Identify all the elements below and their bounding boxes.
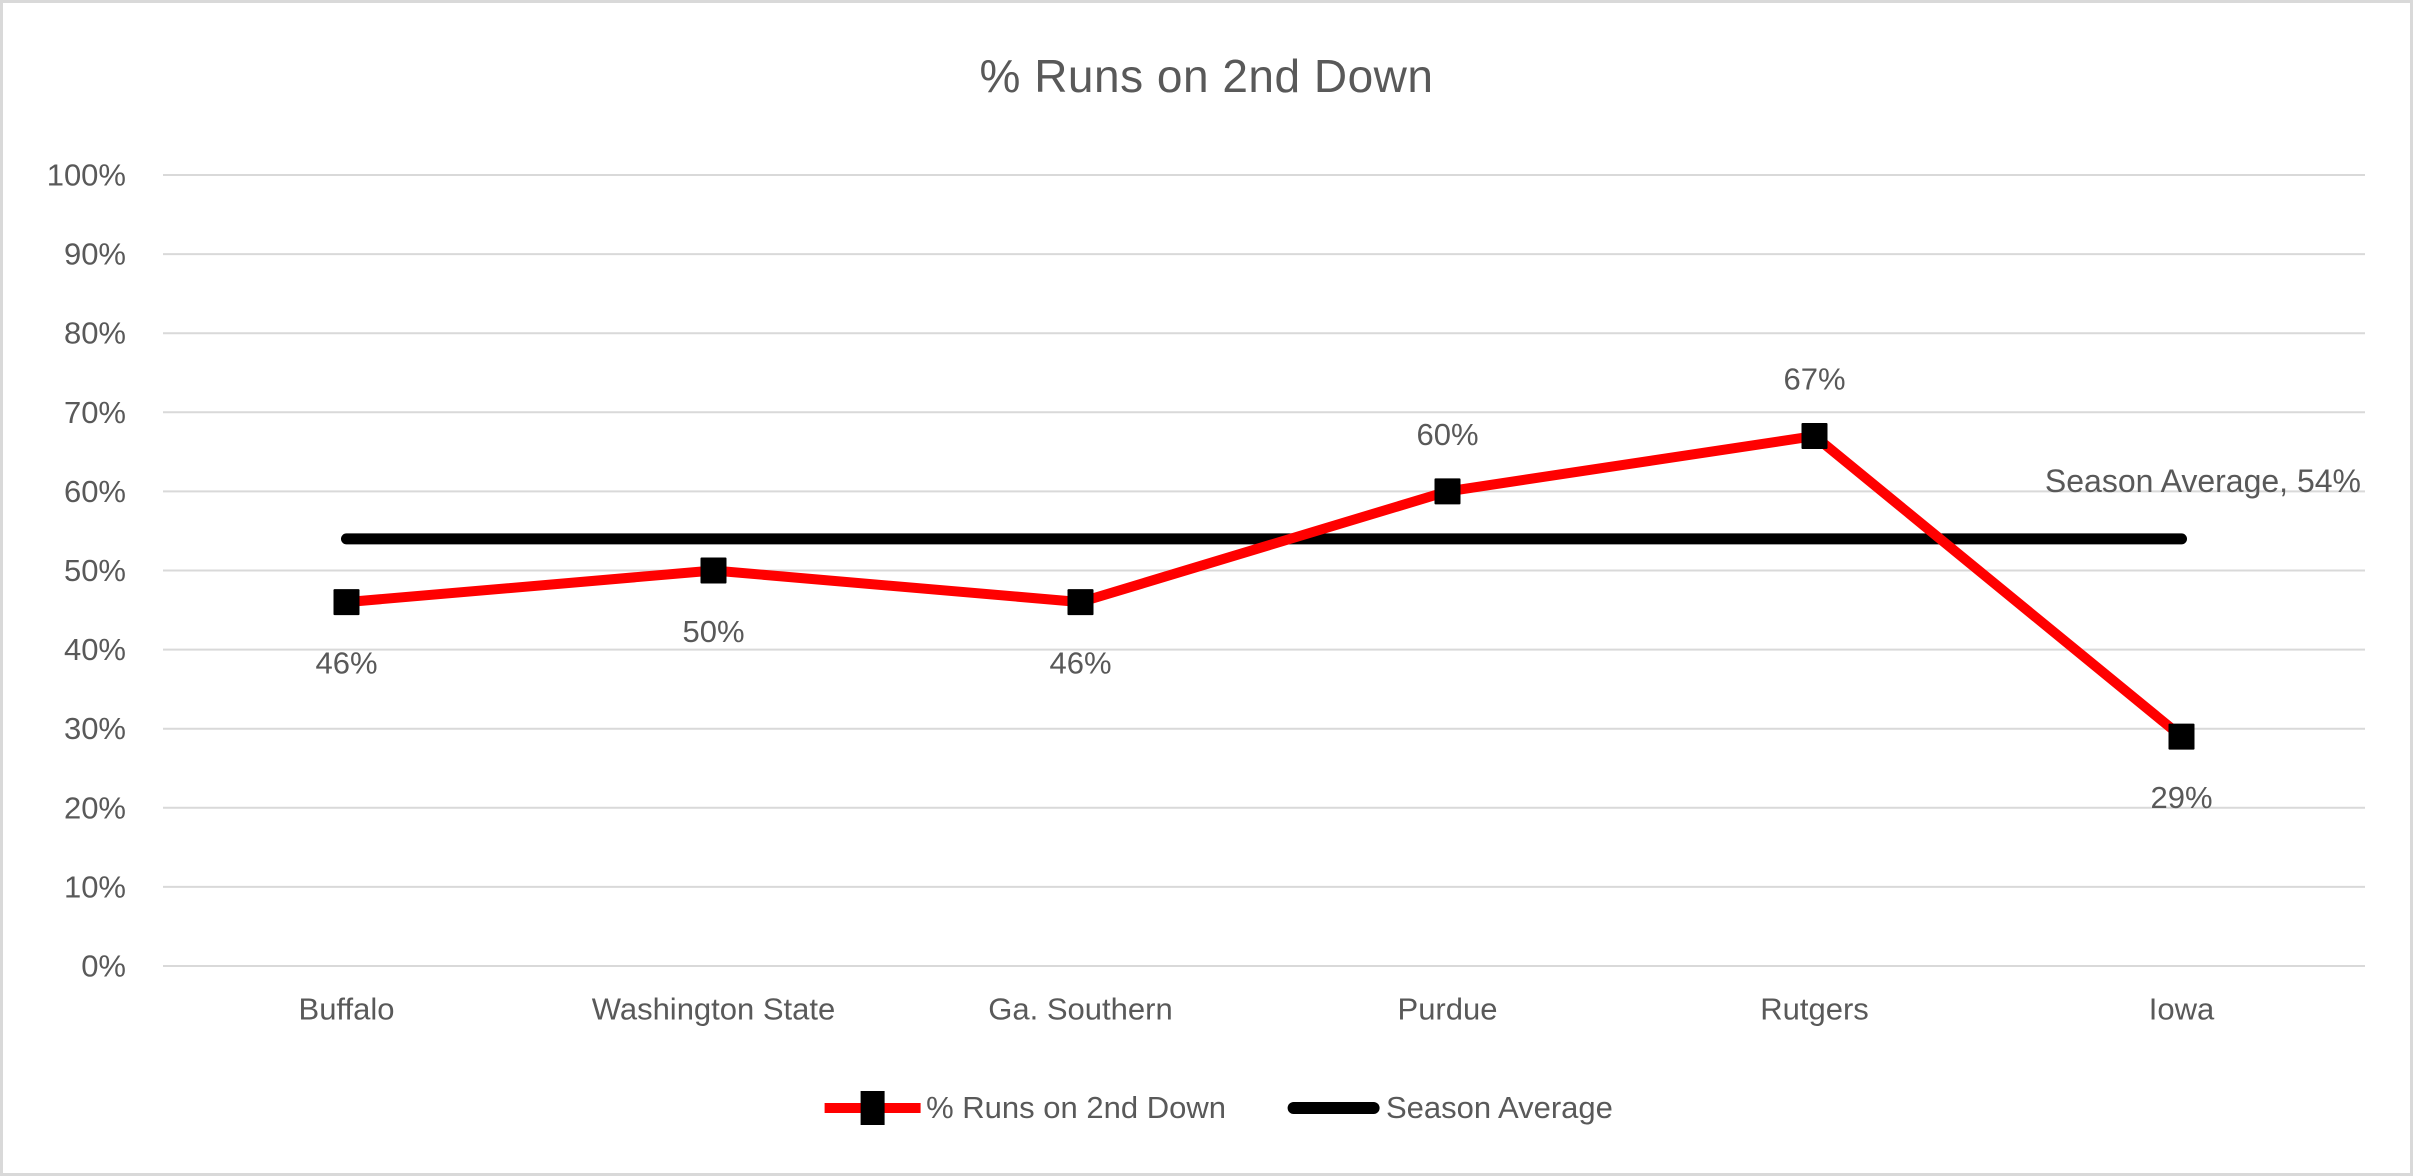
chart-title: % Runs on 2nd Down xyxy=(979,50,1434,102)
y-axis-tick-label: 50% xyxy=(64,553,126,588)
legend-red-line-marker-icon xyxy=(824,1089,921,1127)
data-point-marker[interactable] xyxy=(700,557,727,584)
y-axis-tick-label: 70% xyxy=(64,395,126,430)
x-axis-category-label: Washington State xyxy=(592,992,836,1027)
data-point-label: 46% xyxy=(1049,646,1111,681)
legend-item-season-average[interactable]: Season Average xyxy=(1287,1090,1613,1126)
legend-item-runs-series[interactable]: % Runs on 2nd Down xyxy=(824,1089,1226,1127)
x-axis-category-label: Purdue xyxy=(1398,992,1498,1027)
data-point-label: 46% xyxy=(315,646,377,681)
legend: % Runs on 2nd Down Season Average xyxy=(824,1089,1613,1127)
data-point-marker[interactable] xyxy=(2168,723,2195,750)
data-point-marker[interactable] xyxy=(1801,423,1828,450)
x-axis-category-label: Iowa xyxy=(2149,992,2215,1027)
data-point-marker[interactable] xyxy=(1434,478,1461,505)
data-point-label: 29% xyxy=(2150,780,2212,815)
y-axis-tick-label: 90% xyxy=(64,237,126,272)
x-axis-category-label: Ga. Southern xyxy=(988,992,1172,1027)
data-point-marker[interactable] xyxy=(1067,589,1094,616)
data-point-label: 60% xyxy=(1416,417,1478,452)
y-axis-tick-label: 60% xyxy=(64,474,126,509)
runs-series-line[interactable] xyxy=(341,431,2187,742)
data-point-label: 50% xyxy=(682,614,744,649)
x-axis-category-label: Buffalo xyxy=(299,992,395,1027)
y-axis-tick-label: 10% xyxy=(64,869,126,904)
y-axis-tick-label: 100% xyxy=(47,158,126,193)
legend-black-line-icon xyxy=(1287,1102,1380,1114)
y-axis-tick-label: 30% xyxy=(64,711,126,746)
legend-label-season-average: Season Average xyxy=(1385,1090,1613,1125)
y-axis-tick-label: 20% xyxy=(64,790,126,825)
y-axis-tick-label: 0% xyxy=(81,949,126,984)
data-point-marker[interactable] xyxy=(333,589,360,616)
legend-label-runs: % Runs on 2nd Down xyxy=(926,1090,1226,1125)
data-point-label: 67% xyxy=(1783,362,1845,397)
y-axis-tick-label: 80% xyxy=(64,316,126,351)
plot-area: 0% 10% 20% 30% 40% 50% 60% 70% 80% 90% 100% Buffalo… xyxy=(47,158,2365,1027)
legend-square-marker-icon xyxy=(860,1091,885,1125)
season-average-annotation: Season Average, 54% xyxy=(2045,463,2361,499)
x-axis-category-label: Rutgers xyxy=(1760,992,1869,1027)
y-axis-tick-label: 40% xyxy=(64,632,126,667)
